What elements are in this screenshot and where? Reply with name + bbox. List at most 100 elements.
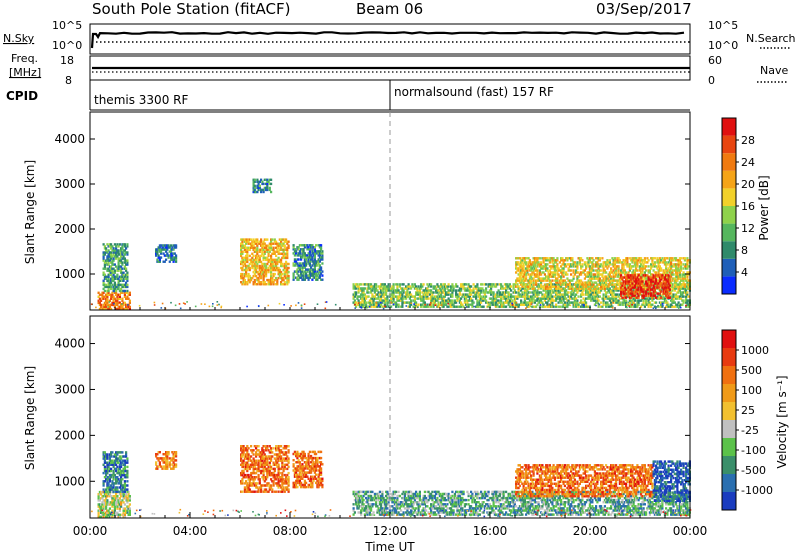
colorbar-segment [722, 276, 736, 294]
power-cell [243, 262, 246, 266]
power-cell [591, 265, 594, 268]
power-cell [641, 273, 644, 276]
power-cell [673, 277, 676, 280]
power-cell [550, 285, 553, 288]
power-cell [642, 296, 645, 299]
power-cell [286, 278, 289, 282]
power-cell [578, 263, 581, 266]
power-cell [575, 269, 578, 272]
power-cell [542, 297, 545, 300]
power-cell [316, 250, 319, 253]
power-cell [261, 246, 264, 249]
power-cell [591, 295, 594, 298]
power-cell [251, 252, 254, 255]
power-cell [286, 246, 289, 249]
power-cell [665, 299, 668, 302]
power-cell [656, 267, 659, 270]
power-cell [597, 277, 600, 280]
power-cell [542, 267, 545, 270]
power-cell [656, 259, 659, 262]
power-cell [167, 256, 170, 259]
power-cell [271, 252, 274, 255]
power-cell [661, 261, 664, 264]
power-cell [470, 299, 473, 302]
power-cell [553, 273, 556, 276]
power-cell [588, 305, 591, 308]
power-cell [560, 269, 563, 272]
power-cell [118, 283, 121, 287]
power-cell [622, 282, 625, 285]
power-cell [370, 291, 373, 294]
power-cell [613, 267, 616, 270]
power-cell [533, 299, 536, 302]
power-cell [121, 275, 124, 278]
power-cell [612, 295, 615, 298]
power-cell [313, 248, 316, 251]
power-cell [262, 242, 265, 245]
nsearch-tick-top: 10^5 [708, 19, 738, 32]
power-cell [650, 297, 653, 300]
power-cell [680, 261, 683, 264]
power-cell [618, 301, 621, 304]
velocity-cell [100, 509, 103, 512]
power-cell [473, 295, 476, 298]
power-cell [308, 264, 311, 267]
power-cell [671, 287, 674, 290]
velocity-cell [123, 497, 126, 500]
power-cell [530, 281, 533, 284]
power-cell [572, 291, 575, 294]
power-cell [456, 295, 459, 298]
power-cell [396, 295, 399, 298]
power-cell [520, 259, 523, 262]
power-cell [267, 258, 270, 262]
power-cell [523, 291, 526, 294]
power-cell [450, 287, 453, 290]
velocity-cell [127, 493, 130, 496]
power-cell [602, 269, 605, 272]
power-cell [608, 305, 611, 308]
power-cell [566, 263, 569, 266]
power-cell [618, 259, 621, 262]
power-cell [675, 271, 678, 274]
power-cell [278, 258, 281, 262]
power-cell [216, 304, 219, 306]
power-cell [102, 253, 105, 256]
power-cell [680, 269, 683, 272]
power-cell [280, 252, 283, 255]
power-cell [642, 284, 645, 287]
power-cell [505, 291, 508, 294]
power-cell [241, 276, 244, 280]
power-cell [301, 244, 304, 247]
power-cell [590, 285, 593, 288]
power-cell [603, 289, 606, 292]
power-cell [608, 287, 611, 290]
power-cell [585, 297, 588, 300]
power-cell [122, 257, 125, 260]
power-cell [635, 305, 638, 308]
power-cell [242, 246, 245, 249]
power-cell [515, 281, 518, 284]
power-cell [576, 263, 579, 266]
power-cell [245, 274, 248, 278]
power-cell [172, 260, 175, 263]
power-cell [160, 248, 163, 251]
power-cell [102, 305, 105, 309]
power-cell [258, 258, 261, 262]
power-cell [587, 261, 590, 264]
power-cell [647, 288, 650, 291]
power-cell [311, 270, 314, 273]
power-cell [653, 276, 656, 279]
power-cell [637, 280, 640, 283]
velocity-cell [105, 507, 108, 510]
power-cell [663, 284, 666, 287]
power-cell [505, 289, 508, 292]
power-cell [166, 252, 169, 255]
power-cell [595, 287, 598, 290]
power-cell [103, 275, 106, 278]
power-cell [382, 295, 385, 298]
power-cell [618, 293, 621, 296]
power-cell [610, 293, 613, 296]
velocity-cell [113, 511, 116, 514]
power-cell [617, 257, 620, 260]
power-cell [536, 279, 539, 282]
